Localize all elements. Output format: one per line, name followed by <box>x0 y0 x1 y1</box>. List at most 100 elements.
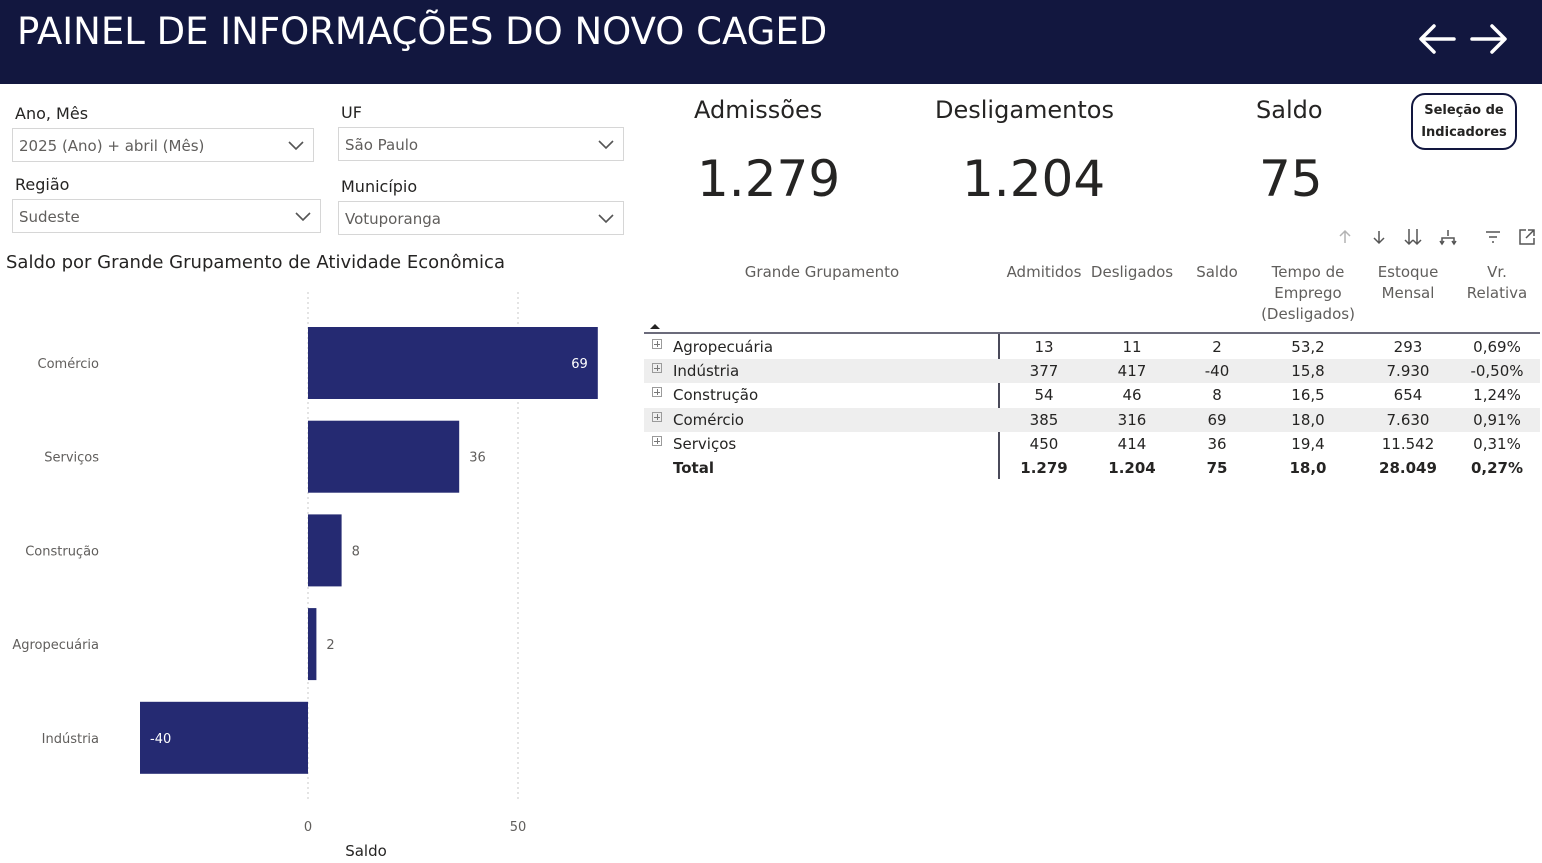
municipio-dropdown[interactable]: Votuporanga <box>338 201 624 235</box>
cell-grupamento: Agropecuária <box>673 338 774 356</box>
kpi-saldo-value: 75 <box>1259 150 1323 208</box>
cell-desligados: 414 <box>1117 435 1147 453</box>
table-row[interactable]: Serviços 450 414 36 19,4 11.542 0,31% <box>644 432 1540 456</box>
cell-desligados: 316 <box>1117 411 1147 429</box>
col-header-desligados[interactable]: Desligados <box>1090 263 1174 281</box>
x-axis-label: Saldo <box>345 842 387 860</box>
regiao-dropdown[interactable]: Sudeste <box>12 199 321 233</box>
sort-up-icon[interactable] <box>1334 226 1356 248</box>
category-label: Construção <box>25 544 99 559</box>
cell-admitidos: 385 <box>1029 411 1059 429</box>
cell-grupamento: Total <box>673 459 714 477</box>
x-tick-label: 0 <box>304 820 312 835</box>
col-header-vr-line2: Relativa <box>1466 284 1528 302</box>
cell-vr: 1,24% <box>1473 386 1521 404</box>
table-row[interactable]: Agropecuária 13 11 2 53,2 293 0,69% <box>644 335 1540 359</box>
x-tick-label: 50 <box>510 820 527 835</box>
expand-row-icon[interactable] <box>652 436 662 446</box>
chevron-down-icon <box>598 214 614 224</box>
cell-tempo: 18,0 <box>1291 411 1325 429</box>
cell-estoque: 11.542 <box>1381 435 1435 453</box>
bar <box>308 420 460 493</box>
dropdown-value: 2025 (Ano) + abril (Mês) <box>19 137 205 155</box>
cell-saldo: 36 <box>1207 435 1227 453</box>
cell-estoque: 28.049 <box>1379 459 1437 477</box>
cell-grupamento: Indústria <box>673 362 740 380</box>
cell-saldo: 69 <box>1207 411 1227 429</box>
cell-saldo: -40 <box>1204 362 1230 380</box>
sort-indicator-icon <box>650 324 660 329</box>
expand-row-icon[interactable] <box>652 363 662 373</box>
cell-saldo: 75 <box>1206 459 1228 477</box>
cell-admitidos: 450 <box>1029 435 1059 453</box>
data-label: 69 <box>571 357 588 372</box>
col-header-tempo[interactable]: Tempo de Emprego (Desligados) <box>1258 262 1358 325</box>
cell-vr: 0,69% <box>1473 338 1521 356</box>
bar <box>140 701 308 774</box>
cell-grupamento: Construção <box>673 386 759 404</box>
sort-down-icon[interactable] <box>1368 226 1390 248</box>
cell-estoque: 7.630 <box>1386 411 1430 429</box>
cell-vr: 0,27% <box>1470 459 1524 477</box>
table-row[interactable]: Construção 54 46 8 16,5 654 1,24% <box>644 383 1540 407</box>
cell-admitidos: 1.279 <box>1020 459 1068 477</box>
arrow-right-icon[interactable] <box>1466 16 1512 62</box>
bar <box>308 327 598 399</box>
chevron-down-icon <box>598 140 614 150</box>
uf-dropdown[interactable]: São Paulo <box>338 127 624 161</box>
cell-estoque: 7.930 <box>1386 362 1430 380</box>
col-header-admitidos[interactable]: Admitidos <box>1006 263 1082 281</box>
col-header-vr[interactable]: Vr. Relativa <box>1457 262 1537 304</box>
selecao-indicadores-button[interactable]: Seleção de Indicadores <box>1411 93 1517 150</box>
col-header-estoque-line1: Estoque <box>1377 263 1439 281</box>
cell-desligados: 1.204 <box>1108 459 1156 477</box>
kpi-desligamentos-value: 1.204 <box>962 150 1106 208</box>
col-header-vr-line1: Vr. <box>1487 263 1507 281</box>
expand-all-icon[interactable] <box>1402 226 1424 248</box>
data-label: 36 <box>469 451 486 466</box>
slicer-label: Região <box>15 175 70 194</box>
selecao-button-line2: Indicadores <box>1421 125 1507 140</box>
cell-tempo: 18,0 <box>1289 459 1327 477</box>
ano-mes-dropdown[interactable]: 2025 (Ano) + abril (Mês) <box>12 128 314 162</box>
cell-vr: 0,31% <box>1473 435 1521 453</box>
data-label: 2 <box>326 638 334 653</box>
cell-tempo: 19,4 <box>1291 435 1325 453</box>
kpi-saldo-label: Saldo <box>1256 96 1323 124</box>
drill-icon[interactable] <box>1437 226 1459 248</box>
cell-estoque: 654 <box>1393 386 1423 404</box>
chart-title: Saldo por Grande Grupamento de Atividade… <box>6 252 505 273</box>
slicer-label: Município <box>341 177 418 196</box>
category-label: Indústria <box>42 732 99 747</box>
expand-row-icon[interactable] <box>652 339 662 349</box>
cell-desligados: 11 <box>1122 338 1142 356</box>
col-header-saldo[interactable]: Saldo <box>1196 263 1238 281</box>
col-header-tempo-line3: (Desligados) <box>1261 305 1355 323</box>
kpi-admissoes-label: Admissões <box>694 96 823 124</box>
table-row[interactable]: Indústria 377 417 -40 15,8 7.930 -0,50% <box>644 359 1540 383</box>
kpi-admissoes-value: 1.279 <box>697 150 841 208</box>
page-title: PAINEL DE INFORMAÇÕES DO NOVO CAGED <box>17 10 828 53</box>
slicer-ano-mes: Ano, Mês 2025 (Ano) + abril (Mês) <box>12 104 314 164</box>
row-header-divider <box>998 334 1000 479</box>
category-label: Comércio <box>38 357 100 372</box>
bar <box>308 608 317 681</box>
table-row[interactable]: Comércio 385 316 69 18,0 7.630 0,91% <box>644 408 1540 432</box>
bar <box>308 514 342 587</box>
expand-row-icon[interactable] <box>652 387 662 397</box>
arrow-left-icon[interactable] <box>1414 16 1460 62</box>
slicer-label: Ano, Mês <box>15 104 89 123</box>
dropdown-value: São Paulo <box>345 136 419 154</box>
col-header-grupamento[interactable]: Grande Grupamento <box>744 263 900 281</box>
cell-grupamento: Serviços <box>673 435 737 453</box>
slicer-uf: UF São Paulo <box>338 103 624 163</box>
focus-mode-icon[interactable] <box>1516 226 1538 248</box>
filter-icon[interactable] <box>1482 226 1504 248</box>
dropdown-value: Votuporanga <box>345 210 441 228</box>
cell-desligados: 417 <box>1117 362 1147 380</box>
col-header-tempo-line2: Emprego <box>1274 284 1342 302</box>
col-header-estoque[interactable]: Estoque Mensal <box>1368 262 1448 304</box>
page-header: PAINEL DE INFORMAÇÕES DO NOVO CAGED <box>0 0 1542 84</box>
col-header-estoque-line2: Mensal <box>1381 284 1435 302</box>
expand-row-icon[interactable] <box>652 412 662 422</box>
